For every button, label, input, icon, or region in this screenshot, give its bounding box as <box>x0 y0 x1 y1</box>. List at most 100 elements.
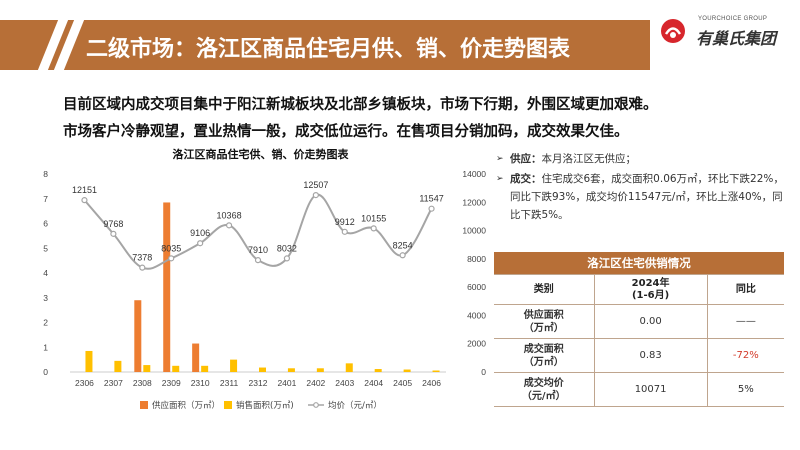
legend-swatch-sales <box>224 401 232 409</box>
header: 二级市场：洛江区商品住宅月供、销、价走势图表 YOURCHOICE GROUP … <box>0 0 800 70</box>
price-point <box>312 192 319 199</box>
x-tick-label: 2307 <box>104 378 123 388</box>
table-header-row: 类别 2024年 (1-6月) 同比 <box>494 274 784 305</box>
legend-label-price: 均价（元/㎡） <box>328 400 382 411</box>
price-data-label: 8254 <box>393 240 413 250</box>
arrow-right-icon: ➢ <box>496 154 504 164</box>
table-title: 洛江区住宅供销情况 <box>494 252 784 274</box>
price-data-label: 9912 <box>335 217 355 227</box>
y-left-tick-label: 8 <box>43 169 48 179</box>
price-point <box>370 225 377 232</box>
summary: 目前区域内成交项目集中于阳江新城板块及北部乡镇板块，市场下行期，外围区域更加艰难… <box>63 92 783 146</box>
supply-bar <box>163 202 171 372</box>
logo-subtitle: YOURCHOICE GROUP <box>698 16 768 22</box>
row-yoy: 5% <box>706 372 784 407</box>
sales-bar <box>259 367 266 372</box>
logo-name: 有巢氏集团 <box>696 29 777 48</box>
y-right-tick-label: 6000 <box>467 282 486 292</box>
deal-text: 住宅成交6套，成交面积0.06万㎡，环比下跌22%，同比下跌93%，成交均价11… <box>510 173 784 221</box>
x-tick-label: 2306 <box>75 378 94 388</box>
supply-note: ➢ 供应：本月洛江区无供应； <box>494 150 784 168</box>
legend-swatch-supply <box>140 401 148 409</box>
arrow-right-icon: ➢ <box>496 174 504 184</box>
price-data-label: 8032 <box>277 243 297 253</box>
x-tick-label: 2406 <box>422 378 441 388</box>
y-left-tick-label: 6 <box>43 219 48 229</box>
row-label: 成交面积 （万㎡） <box>494 338 594 373</box>
trend-chart: 洛江区商品住宅供、销、价走势图表 0 1 2 3 4 5 6 7 8 0 2000 4000 6000 8… <box>28 140 493 425</box>
price-data-label: 7378 <box>132 253 152 263</box>
sales-bar <box>345 363 353 372</box>
y-left-tick-label: 4 <box>43 268 48 278</box>
sales-bar <box>432 370 440 372</box>
col-header-line: (1-6月) <box>631 289 670 301</box>
data-table: 类别 2024年 (1-6月) 同比 供应面积 （万㎡） 0.00 —— 成交面积（… <box>494 274 784 407</box>
sales-bar <box>114 360 122 372</box>
row-value: 10071 <box>593 372 708 407</box>
row-value: 0.83 <box>593 338 708 373</box>
sales-bar <box>230 359 238 372</box>
summary-line: 市场客户冷静观望，置业热情一般，成交低位运行。在售项目分销加码，成交效果欠佳。 <box>63 124 629 140</box>
chart-canvas: 0 1 2 3 4 5 6 7 8 0 2000 4000 6000 8000 10000 12000 1400… <box>43 169 486 411</box>
y-right-tick-label: 0 <box>481 367 486 377</box>
price-point <box>254 257 262 264</box>
summary-line: 目前区域内成交项目集中于阳江新城板块及北部乡镇板块，市场下行期，外围区域更加艰难… <box>63 97 658 113</box>
row-label: 成交均价 （元/㎡） <box>494 372 594 407</box>
x-tick-label: 2308 <box>133 378 152 388</box>
x-tick-label: 2312 <box>249 378 268 388</box>
table-row: 供应面积 （万㎡） 0.00 —— <box>494 304 784 339</box>
price-data-label: 11547 <box>419 194 443 204</box>
x-tick-label: 2310 <box>191 378 210 388</box>
deal-label: 成交： <box>510 173 542 185</box>
price-point <box>428 205 435 212</box>
price-point <box>81 197 88 204</box>
y-right-tick-label: 14000 <box>462 169 486 179</box>
price-data-label: 10155 <box>361 213 386 223</box>
x-tick-label: 2405 <box>393 378 412 388</box>
y-left-tick-label: 3 <box>43 293 48 303</box>
supply-label: 供应： <box>510 153 542 165</box>
price-data-label: 12151 <box>72 185 97 195</box>
y-left-tick-label: 1 <box>43 342 48 352</box>
price-data-label: 12507 <box>303 180 328 190</box>
legend-label-sales: 销售面积(万㎡) <box>236 400 294 411</box>
x-tick-label: 2403 <box>335 378 354 388</box>
sales-bar <box>85 350 93 372</box>
sales-bar <box>172 365 180 372</box>
supply-bar <box>134 300 142 372</box>
col-header: 2024年 (1-6月) <box>593 274 708 305</box>
page-title: 二级市场：洛江区商品住宅月供、销、价走势图表 <box>86 37 571 62</box>
price-point <box>139 264 146 271</box>
price-data-label: 7910 <box>248 245 268 255</box>
sales-bar <box>316 368 324 372</box>
notes: ➢ 供应：本月洛江区无供应； ➢ 成交：住宅成交6套，成交面积0.06万㎡，环比… <box>494 150 784 226</box>
y-right-tick-label: 12000 <box>462 197 486 207</box>
sales-bar <box>143 365 151 372</box>
x-tick-label: 2404 <box>364 378 383 388</box>
price-point <box>197 240 204 247</box>
price-point <box>225 222 233 229</box>
x-tick-label: 2402 <box>306 378 325 388</box>
col-header-line: 2024年 <box>631 277 670 289</box>
sales-bar <box>287 368 295 372</box>
supply-sales-table: 洛江区住宅供销情况 类别 2024年 (1-6月) 同比 供应面积 （万㎡） 0.0… <box>494 252 784 407</box>
col-header: 同比 <box>706 274 784 305</box>
logo-icon <box>661 19 685 43</box>
table-row: 成交均价 （元/㎡） 10071 5% <box>494 372 784 407</box>
chart-title: 洛江区商品住宅供、销、价走势图表 <box>172 148 349 161</box>
price-point <box>399 252 406 259</box>
y-right-tick-label: 2000 <box>467 339 486 349</box>
deal-note: ➢ 成交：住宅成交6套，成交面积0.06万㎡，环比下跌22%，同比下跌93%，成… <box>494 170 784 224</box>
col-header: 类别 <box>494 274 594 305</box>
sales-bar <box>201 365 209 372</box>
y-right-tick-label: 10000 <box>462 226 486 236</box>
price-point <box>168 255 175 262</box>
price-data-label: 10368 <box>217 210 242 220</box>
row-label: 供应面积 （万㎡） <box>494 304 594 339</box>
price-point <box>110 230 117 237</box>
row-yoy: —— <box>706 304 784 339</box>
legend-marker-price <box>313 402 319 408</box>
supply-bar <box>192 343 200 372</box>
supply-text: 本月洛江区无供应； <box>541 153 637 165</box>
y-right-tick-label: 8000 <box>467 254 486 264</box>
